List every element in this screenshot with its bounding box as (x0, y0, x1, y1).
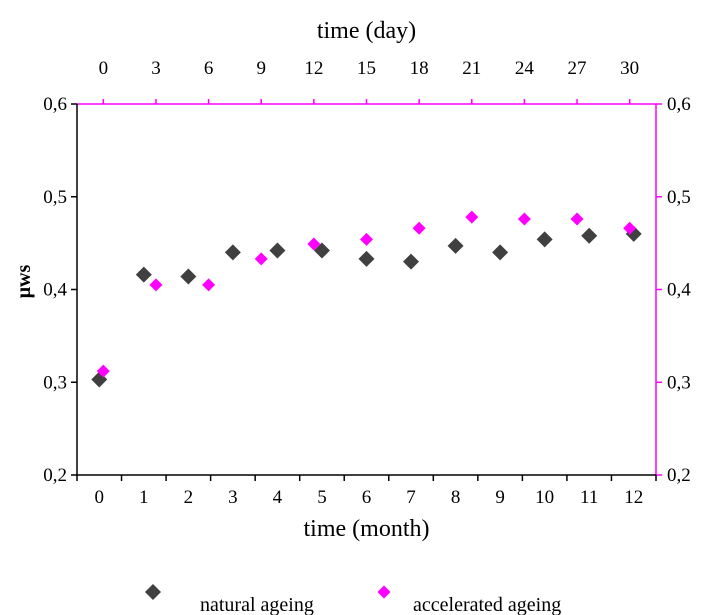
data-point-accelerated-ageing (307, 237, 321, 251)
bottom-x-tick-label: 7 (406, 487, 416, 508)
data-point-natural-ageing (224, 244, 241, 261)
data-point-accelerated-ageing (96, 364, 110, 378)
data-point-accelerated-ageing (254, 252, 268, 266)
bottom-axis-title: time (month) (304, 516, 430, 542)
bottom-x-tick-label: 11 (580, 487, 598, 508)
left-y-tick-label: 0,6 (43, 94, 67, 115)
legend-item-natural-ageing: natural ageing (145, 584, 314, 615)
right-y-tick-label: 0,5 (667, 187, 691, 208)
data-point-natural-ageing (358, 250, 375, 267)
bottom-x-tick-label: 0 (95, 487, 105, 508)
left-y-tick-label: 0,4 (43, 280, 67, 301)
series-accelerated-ageing (96, 210, 637, 378)
legend-item-accelerated-ageing: accelerated ageing (377, 585, 561, 615)
bottom-x-axis: 0 1 2 3 4 5 6 7 8 9 10 11 12 (76, 475, 657, 508)
right-y-tick-label: 0,4 (667, 280, 691, 301)
legend: natural ageing accelerated ageing (145, 584, 561, 615)
plot-area (76, 103, 657, 476)
data-point-natural-ageing (180, 268, 197, 285)
data-point-accelerated-ageing (202, 278, 216, 292)
top-x-tick-label: 9 (256, 58, 266, 79)
bottom-x-tick-label: 5 (317, 487, 327, 508)
data-point-accelerated-ageing (623, 221, 637, 235)
right-y-tick-label: 0,3 (667, 372, 691, 393)
data-point-accelerated-ageing (360, 232, 373, 246)
top-x-tick-label: 12 (304, 58, 323, 79)
plot-background (77, 104, 656, 475)
top-x-tick-label: 27 (568, 58, 587, 79)
legend-label-natural-ageing: natural ageing (200, 594, 314, 615)
data-point-accelerated-ageing (149, 278, 163, 292)
left-y-tick-label: 0,5 (43, 187, 67, 208)
data-point-accelerated-ageing (465, 210, 479, 224)
bottom-x-tick-label: 2 (184, 487, 194, 508)
top-x-tick-label: 3 (151, 58, 161, 79)
top-x-axis: 0 3 6 9 12 15 18 21 24 27 30 (99, 58, 639, 104)
data-point-natural-ageing (492, 244, 509, 261)
series-layer (91, 210, 642, 388)
data-point-natural-ageing (313, 242, 330, 259)
series-natural-ageing (91, 225, 642, 388)
bottom-x-tick-label: 3 (228, 487, 238, 508)
right-y-tick-label: 0,2 (667, 465, 691, 486)
left-y-axis: 0,2 0,3 0,4 0,5 0,6 (43, 94, 77, 486)
bottom-x-tick-label: 12 (624, 487, 643, 508)
bottom-x-tick-label: 1 (139, 487, 149, 508)
data-point-natural-ageing (536, 231, 553, 248)
data-point-natural-ageing (135, 266, 152, 283)
top-x-tick-label: 30 (620, 58, 639, 79)
legend-marker-natural-ageing (145, 584, 161, 600)
data-point-natural-ageing (403, 253, 420, 270)
right-y-tick-label: 0,6 (667, 94, 691, 115)
y-axis-title: μws (13, 265, 35, 299)
left-y-tick-label: 0,2 (43, 465, 67, 486)
bottom-x-tick-label: 6 (362, 487, 372, 508)
bottom-x-tick-label: 4 (273, 487, 283, 508)
legend-label-accelerated-ageing: accelerated ageing (413, 594, 561, 615)
data-point-natural-ageing (269, 242, 286, 259)
top-x-tick-label: 0 (99, 58, 109, 79)
legend-marker-accelerated-ageing (377, 585, 391, 599)
bottom-x-tick-label: 10 (535, 487, 554, 508)
bottom-x-tick-label: 9 (495, 487, 505, 508)
data-point-accelerated-ageing (570, 212, 584, 226)
top-x-tick-label: 18 (410, 58, 429, 79)
left-y-tick-label: 0,3 (43, 372, 67, 393)
top-axis-title: time (day) (317, 18, 416, 44)
top-x-tick-label: 6 (204, 58, 214, 79)
right-y-axis: 0,2 0,3 0,4 0,5 0,6 (656, 94, 691, 486)
bottom-x-tick-label: 8 (451, 487, 461, 508)
top-x-tick-label: 15 (357, 58, 376, 79)
data-point-natural-ageing (447, 237, 464, 254)
data-point-natural-ageing (581, 227, 598, 244)
top-x-tick-label: 21 (462, 58, 481, 79)
top-x-tick-label: 24 (515, 58, 535, 79)
data-point-accelerated-ageing (517, 212, 531, 226)
data-point-accelerated-ageing (412, 221, 426, 235)
